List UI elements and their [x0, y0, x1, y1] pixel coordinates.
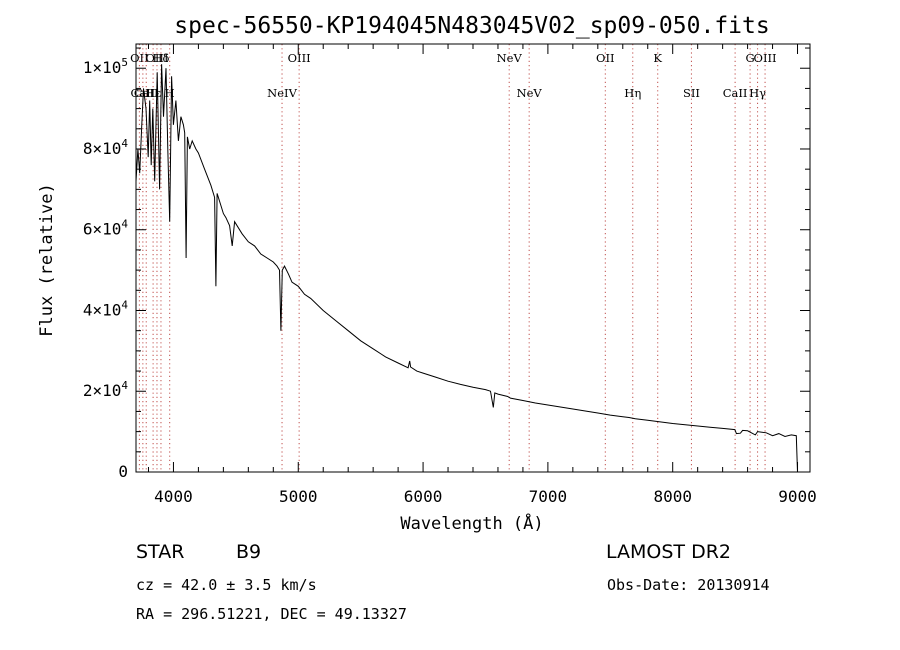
survey-name: LAMOST DR2 [606, 541, 731, 563]
line-marker-label: CaII [723, 86, 748, 100]
y-tick-label: 4×104 [83, 298, 129, 319]
chart-title: spec-56550-KP194045N483045V02_sp09-050.f… [174, 13, 769, 39]
y-tick-label: 8×104 [83, 137, 129, 158]
spectrum-series [135, 64, 798, 473]
line-marker-label: Hδ [152, 51, 169, 65]
line-marker-label: NeV [517, 86, 543, 100]
line-marker-label: NeIV [267, 86, 297, 100]
line-marker-label: G [745, 51, 754, 65]
line-marker-label: OIII [288, 51, 311, 65]
y-tick-label: 0 [118, 462, 128, 481]
y-tick-label: 1×105 [83, 56, 128, 77]
line-marker-label: OII [596, 51, 615, 65]
line-marker-label: Hε [145, 86, 161, 100]
line-marker-label: OII [130, 51, 149, 65]
object-type: STAR [136, 541, 185, 563]
x-tick-label: 9000 [778, 487, 817, 506]
y-axis-label: Flux (relative) [37, 183, 57, 337]
x-tick-label: 5000 [279, 487, 318, 506]
sky-coordinates: RA = 296.51221, DEC = 49.13327 [136, 605, 407, 623]
x-tick-label: 4000 [154, 487, 193, 506]
line-marker-label: Hγ [749, 86, 766, 100]
line-marker-label: K [653, 51, 662, 65]
line-marker-label: SII [683, 86, 700, 100]
redshift-cz: cz = 42.0 ± 3.5 km/s [136, 576, 317, 594]
axes: 4000 5000 6000 7000 8000 9000 0 2×104 4×104 6×104… [83, 44, 817, 506]
line-marker-label: OIII [145, 51, 168, 65]
x-tick-label: 7000 [529, 487, 568, 506]
y-tick-label: 6×104 [83, 218, 129, 239]
x-axis-label: Wavelength (Å) [400, 512, 543, 534]
x-tick-label: 6000 [404, 487, 443, 506]
line-marker-label: Hη [624, 86, 641, 100]
plot-frame [135, 43, 811, 473]
line-marker-label: H [165, 86, 175, 100]
line-marker-label: CaII [134, 86, 159, 100]
spectral-subclass: B9 [236, 541, 262, 563]
observation-date: Obs-Date: 20130914 [607, 576, 770, 594]
x-tick-label: 8000 [653, 487, 692, 506]
line-marker-label: NeV [497, 51, 523, 65]
spectrum-line-0 [135, 64, 798, 473]
line-marker-label: OIII [754, 51, 777, 65]
y-tick-label: 2×104 [83, 379, 129, 400]
